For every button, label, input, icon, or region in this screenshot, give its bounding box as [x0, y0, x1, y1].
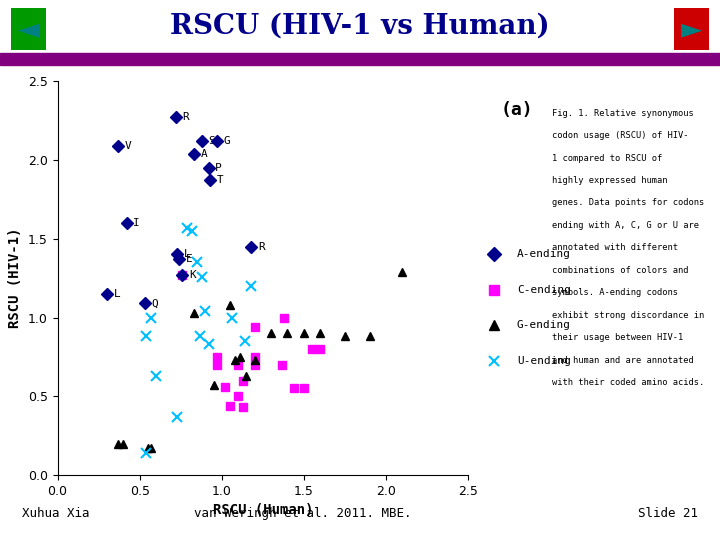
- Text: codon usage (RSCU) of HIV-: codon usage (RSCU) of HIV-: [552, 131, 688, 140]
- Text: van Weringh et al. 2011. MBE.: van Weringh et al. 2011. MBE.: [194, 507, 411, 520]
- Text: I: I: [133, 218, 140, 228]
- Y-axis label: RSCU (HIV-1): RSCU (HIV-1): [9, 228, 22, 328]
- Text: annotated with different: annotated with different: [552, 244, 678, 252]
- Text: genes. Data points for codons: genes. Data points for codons: [552, 199, 703, 207]
- Text: with their coded amino acids.: with their coded amino acids.: [552, 378, 703, 387]
- Text: A: A: [200, 148, 207, 159]
- Text: T: T: [217, 176, 224, 185]
- Text: P: P: [215, 163, 222, 173]
- Text: exhibit strong discordance in: exhibit strong discordance in: [552, 311, 703, 320]
- Text: A-ending: A-ending: [517, 249, 571, 259]
- Text: Xuhua Xia: Xuhua Xia: [22, 507, 89, 520]
- Text: K: K: [189, 270, 196, 280]
- Text: RSCU (HIV-1 vs Human): RSCU (HIV-1 vs Human): [170, 12, 550, 39]
- X-axis label: RSCU (Human): RSCU (Human): [212, 503, 313, 517]
- Text: R: R: [182, 112, 189, 122]
- Bar: [0, 53, 720, 65]
- Text: ending with A, C, G or U are: ending with A, C, G or U are: [552, 221, 698, 230]
- Text: and human and are annotated: and human and are annotated: [552, 356, 693, 364]
- Text: ►: ►: [680, 15, 702, 43]
- Text: 1 compared to RSCU of: 1 compared to RSCU of: [552, 153, 662, 163]
- Text: V: V: [125, 140, 132, 151]
- Text: Fig. 1. Relative synonymous: Fig. 1. Relative synonymous: [552, 109, 693, 118]
- Text: symbols. A-ending codons: symbols. A-ending codons: [552, 288, 678, 298]
- Text: R: R: [258, 241, 265, 252]
- Text: L: L: [114, 289, 120, 299]
- Text: (a): (a): [501, 100, 534, 119]
- Text: C-ending: C-ending: [517, 285, 571, 295]
- Text: their usage between HIV-1: their usage between HIV-1: [552, 333, 683, 342]
- Text: G-ending: G-ending: [517, 320, 571, 330]
- Text: highly expressed human: highly expressed human: [552, 176, 667, 185]
- Text: G: G: [223, 136, 230, 146]
- Text: E: E: [186, 254, 192, 264]
- Text: U-ending: U-ending: [517, 356, 571, 366]
- Text: Q: Q: [151, 298, 158, 308]
- Text: ◄: ◄: [18, 15, 40, 43]
- Text: L: L: [184, 249, 191, 259]
- Text: S: S: [209, 136, 215, 146]
- Text: combinations of colors and: combinations of colors and: [552, 266, 688, 275]
- Text: Slide 21: Slide 21: [639, 507, 698, 520]
